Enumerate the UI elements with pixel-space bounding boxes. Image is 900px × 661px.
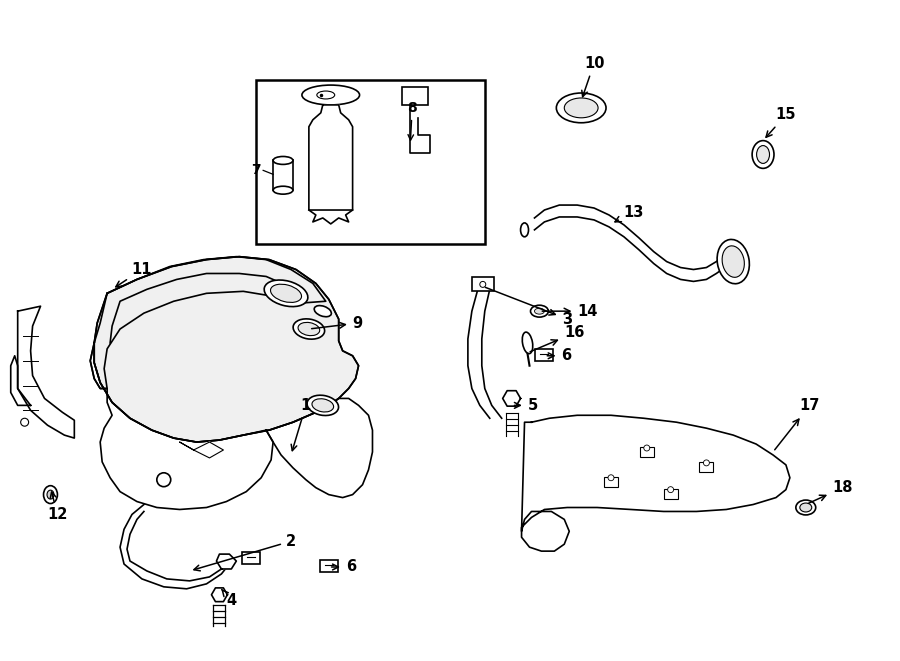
Bar xyxy=(320,560,338,572)
Circle shape xyxy=(480,282,486,288)
Text: 18: 18 xyxy=(808,480,853,504)
Text: 6: 6 xyxy=(547,348,572,364)
Text: 6: 6 xyxy=(331,559,356,574)
Bar xyxy=(402,87,428,105)
Ellipse shape xyxy=(273,186,293,194)
Polygon shape xyxy=(522,415,790,551)
Circle shape xyxy=(21,418,29,426)
Polygon shape xyxy=(535,205,726,282)
Ellipse shape xyxy=(302,85,360,105)
Text: 8: 8 xyxy=(408,101,417,140)
Ellipse shape xyxy=(722,246,744,278)
Text: 3: 3 xyxy=(485,288,572,327)
Ellipse shape xyxy=(47,490,54,499)
Text: 12: 12 xyxy=(48,492,68,522)
Bar xyxy=(640,447,653,457)
Text: 14: 14 xyxy=(542,303,598,319)
Polygon shape xyxy=(90,256,326,389)
Ellipse shape xyxy=(43,486,58,504)
Text: 11: 11 xyxy=(116,262,152,287)
Ellipse shape xyxy=(564,98,598,118)
Circle shape xyxy=(608,475,614,481)
Ellipse shape xyxy=(271,284,302,303)
Ellipse shape xyxy=(530,305,548,317)
Ellipse shape xyxy=(757,145,770,163)
Ellipse shape xyxy=(717,239,750,284)
Polygon shape xyxy=(212,588,228,602)
Polygon shape xyxy=(217,554,237,569)
Ellipse shape xyxy=(800,503,812,512)
Bar xyxy=(536,349,554,361)
Text: 1: 1 xyxy=(292,398,311,451)
Ellipse shape xyxy=(556,93,606,123)
Polygon shape xyxy=(94,256,358,442)
Ellipse shape xyxy=(522,332,533,354)
Ellipse shape xyxy=(307,395,338,416)
Ellipse shape xyxy=(314,305,331,317)
Polygon shape xyxy=(266,399,373,498)
Text: 7: 7 xyxy=(251,163,261,177)
Text: 5: 5 xyxy=(515,398,538,413)
Ellipse shape xyxy=(298,323,320,336)
Polygon shape xyxy=(11,356,31,405)
Polygon shape xyxy=(503,391,520,406)
Bar xyxy=(663,488,678,498)
Text: 13: 13 xyxy=(615,204,644,222)
Polygon shape xyxy=(309,105,353,210)
Ellipse shape xyxy=(535,308,544,314)
Bar xyxy=(472,278,494,292)
Text: 9: 9 xyxy=(311,315,363,330)
Ellipse shape xyxy=(520,223,528,237)
Polygon shape xyxy=(90,343,273,510)
Ellipse shape xyxy=(752,141,774,169)
Circle shape xyxy=(704,460,709,466)
Circle shape xyxy=(157,473,171,486)
Ellipse shape xyxy=(293,319,325,339)
Polygon shape xyxy=(180,442,223,458)
Polygon shape xyxy=(309,210,353,224)
Text: 17: 17 xyxy=(775,398,820,449)
Text: 10: 10 xyxy=(581,56,605,97)
Bar xyxy=(256,80,485,244)
Text: 4: 4 xyxy=(221,590,237,608)
Ellipse shape xyxy=(273,157,293,165)
Polygon shape xyxy=(94,256,358,442)
Text: 15: 15 xyxy=(766,107,796,137)
Circle shape xyxy=(644,445,650,451)
Ellipse shape xyxy=(312,399,334,412)
Polygon shape xyxy=(18,306,75,438)
Bar xyxy=(699,462,714,472)
Bar xyxy=(604,477,618,486)
Text: 2: 2 xyxy=(194,533,296,571)
Ellipse shape xyxy=(265,280,308,307)
Ellipse shape xyxy=(796,500,815,515)
Bar xyxy=(242,552,260,564)
Ellipse shape xyxy=(317,91,335,99)
Text: 16: 16 xyxy=(530,325,585,352)
Circle shape xyxy=(668,486,673,492)
